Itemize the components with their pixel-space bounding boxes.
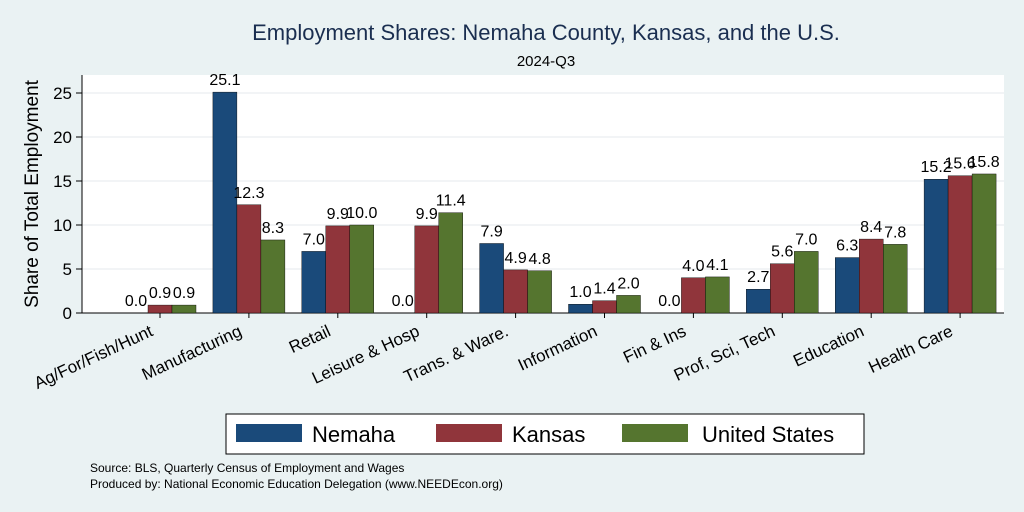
data-label: 25.1 bbox=[209, 72, 240, 89]
y-tick-label: 10 bbox=[53, 216, 72, 235]
producer-note: Produced by: National Economic Education… bbox=[90, 477, 503, 491]
legend-swatch bbox=[236, 424, 302, 442]
data-label: 2.7 bbox=[747, 269, 769, 286]
data-label: 7.8 bbox=[884, 224, 906, 241]
data-label: 15.6 bbox=[945, 156, 976, 173]
data-label: 9.9 bbox=[327, 206, 349, 223]
bar bbox=[171, 304, 197, 314]
bar bbox=[947, 175, 973, 314]
legend-label: Nemaha bbox=[312, 422, 396, 447]
bar bbox=[794, 251, 819, 314]
data-label: 0.0 bbox=[658, 293, 680, 310]
y-axis-ticks: 0 5 10 15 20 25 bbox=[53, 84, 82, 323]
bar bbox=[568, 304, 593, 314]
bar bbox=[147, 304, 173, 314]
data-label: 7.0 bbox=[795, 231, 817, 248]
bar bbox=[212, 91, 238, 314]
bar bbox=[527, 270, 552, 314]
legend-label: Kansas bbox=[512, 422, 585, 447]
data-label: 12.3 bbox=[233, 185, 264, 202]
bar bbox=[770, 263, 795, 314]
bar bbox=[883, 244, 908, 314]
y-tick-label: 0 bbox=[63, 304, 72, 323]
data-label: 6.3 bbox=[836, 238, 858, 255]
legend-swatch bbox=[436, 424, 502, 442]
data-label: 15.8 bbox=[969, 154, 1000, 171]
data-label: 8.3 bbox=[262, 220, 284, 237]
data-label: 10.0 bbox=[346, 205, 377, 222]
data-label: 5.6 bbox=[771, 244, 793, 261]
bar bbox=[438, 212, 463, 314]
bar bbox=[746, 289, 771, 314]
data-label: 7.9 bbox=[480, 223, 502, 240]
bar bbox=[349, 224, 374, 314]
bar bbox=[592, 300, 617, 314]
y-tick-label: 5 bbox=[63, 260, 72, 279]
data-label: 15.2 bbox=[921, 159, 952, 176]
bar bbox=[923, 179, 949, 314]
bar bbox=[414, 225, 439, 314]
source-note: Source: BLS, Quarterly Census of Employm… bbox=[90, 461, 404, 475]
data-label: 7.0 bbox=[303, 231, 325, 248]
bar bbox=[325, 225, 350, 314]
bar bbox=[681, 277, 706, 314]
bar bbox=[835, 257, 860, 314]
data-label: 8.4 bbox=[860, 219, 882, 236]
bars bbox=[147, 91, 997, 314]
y-tick-label: 20 bbox=[53, 128, 72, 147]
bar bbox=[705, 276, 730, 314]
bar bbox=[503, 269, 528, 314]
chart-title: Employment Shares: Nemaha County, Kansas… bbox=[252, 20, 840, 45]
data-label: 4.8 bbox=[528, 251, 550, 268]
data-label: 4.1 bbox=[706, 257, 728, 274]
y-axis-title: Share of Total Employment bbox=[22, 79, 43, 307]
data-label: 9.9 bbox=[416, 206, 438, 223]
legend-label: United States bbox=[702, 422, 834, 447]
data-label: 4.9 bbox=[504, 250, 526, 267]
bar bbox=[301, 251, 326, 314]
chart-subtitle: 2024-Q3 bbox=[517, 53, 575, 70]
data-label: 11.4 bbox=[436, 193, 466, 210]
bar bbox=[859, 238, 884, 314]
data-label: 0.9 bbox=[149, 285, 171, 302]
data-label: 2.0 bbox=[617, 275, 639, 292]
legend-box bbox=[225, 413, 865, 455]
data-label: 0.0 bbox=[392, 293, 414, 310]
data-label: 1.4 bbox=[593, 281, 615, 298]
y-tick-label: 25 bbox=[53, 84, 72, 103]
data-label: 0.0 bbox=[125, 293, 147, 310]
bar bbox=[971, 173, 997, 314]
y-tick-label: 15 bbox=[53, 172, 72, 191]
data-label: 4.0 bbox=[682, 258, 704, 275]
data-label: 1.0 bbox=[569, 284, 591, 301]
bar bbox=[479, 243, 504, 314]
legend: Nemaha Kansas United States bbox=[236, 422, 834, 447]
bar bbox=[236, 204, 262, 314]
bar bbox=[260, 239, 286, 314]
data-label: 0.9 bbox=[173, 285, 195, 302]
legend-swatch bbox=[622, 424, 688, 442]
data-labels: 0.0 25.1 7.0 0.0 7.9 1.0 0.0 2.7 6.3 15.2 0.9 12.3 9… bbox=[125, 72, 1000, 310]
bar bbox=[616, 295, 641, 314]
